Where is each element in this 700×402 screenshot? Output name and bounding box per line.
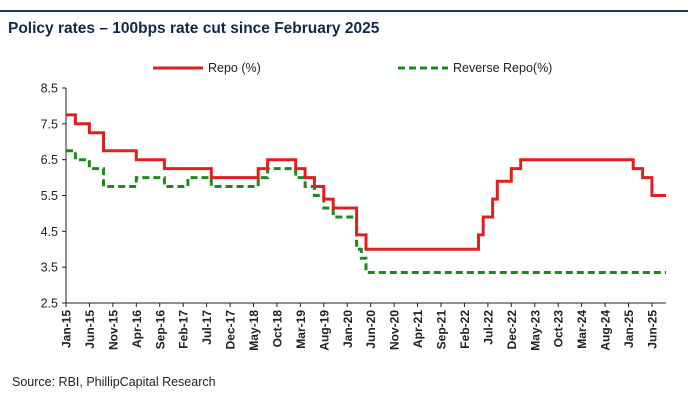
x-tick-label: Jun-25	[645, 310, 659, 349]
x-axis: Jan-15 Jun-15 Nov-15 Apr-16 Sep-16 Feb-17 Jul-…	[60, 302, 666, 351]
y-tick-label: 7.5	[41, 117, 58, 131]
x-tick-label: Jul-22	[481, 310, 495, 345]
page-title: Policy rates – 100bps rate cut since Feb…	[8, 20, 380, 37]
x-tick-label: Jan-15	[60, 310, 74, 348]
legend-item-reverse-repo: Reverse Repo(%)	[398, 61, 552, 75]
x-tick-label: Aug-24	[599, 310, 613, 351]
y-tick-label: 2.5	[41, 297, 58, 311]
y-tick-label: 3.5	[41, 261, 58, 275]
source-note: Source: RBI, PhillipCapital Research	[12, 375, 216, 389]
legend-label-repo: Repo (%)	[208, 61, 261, 75]
x-tick-label: Jun-20	[364, 310, 378, 349]
y-tick-label: 4.5	[41, 225, 58, 239]
series-layer	[66, 113, 666, 274]
policy-rates-chart: Repo (%) Reverse Repo(%) 2.5 3.5 4.5 5.5 6.5…	[41, 61, 666, 351]
x-tick-label: Nov-15	[106, 310, 120, 350]
x-tick-label: Jan-20	[341, 310, 355, 348]
x-tick-label: Apr-16	[130, 310, 144, 348]
x-tick-label: Aug-19	[317, 310, 331, 351]
x-tick-label: Apr-21	[411, 310, 425, 348]
x-tick-label: Sep-16	[153, 310, 167, 350]
series-line-reverse-repo	[66, 149, 666, 274]
x-tick-label: May-18	[247, 310, 261, 351]
y-axis: 2.5 3.5 4.5 5.5 6.5 7.5 8.5	[41, 82, 67, 311]
legend-label-reverse-repo: Reverse Repo(%)	[453, 61, 552, 75]
x-tick-label: Jul-17	[200, 310, 214, 345]
legend: Repo (%) Reverse Repo(%)	[153, 61, 552, 75]
x-tick-label: Oct-18	[270, 310, 284, 348]
x-tick-label: Mar-24	[575, 310, 589, 349]
x-tick-label: Sep-21	[435, 310, 449, 350]
legend-item-repo: Repo (%)	[153, 61, 261, 75]
y-tick-label: 5.5	[41, 189, 58, 203]
y-tick-label: 8.5	[41, 82, 58, 96]
top-rule	[0, 10, 688, 12]
x-tick-label: Nov-20	[388, 310, 402, 350]
x-tick-label: May-23	[528, 310, 542, 351]
x-tick-label: Jun-15	[83, 310, 97, 349]
x-tick-label: Dec-17	[224, 310, 238, 350]
x-tick-label: Dec-22	[505, 310, 519, 350]
x-tick-label: Mar-19	[294, 310, 308, 349]
x-tick-label: Feb-17	[177, 310, 191, 349]
series-line-repo	[66, 113, 666, 251]
y-tick-label: 6.5	[41, 153, 58, 167]
x-tick-label: Oct-23	[552, 310, 566, 348]
x-tick-label: Feb-22	[458, 310, 472, 349]
x-tick-label: Jan-25	[622, 310, 636, 348]
